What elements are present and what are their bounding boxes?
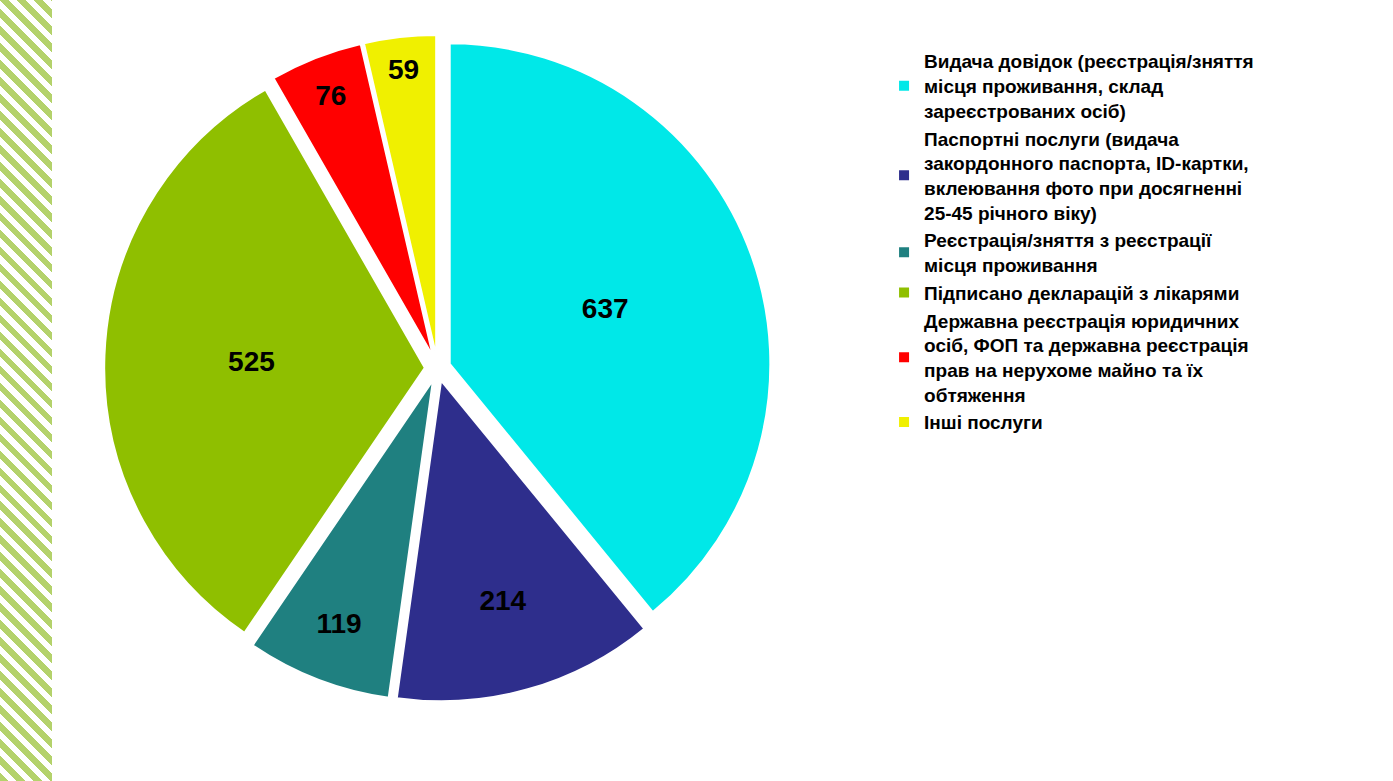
svg-text:Реєстрація/зняття з реєстрації: Реєстрація/зняття з реєстраціїмісця прож… xyxy=(924,230,1212,276)
svg-text:Державна реєстрація юридичнихо: Державна реєстрація юридичнихосіб, ФОП т… xyxy=(924,310,1249,405)
svg-text:525: 525 xyxy=(228,346,275,377)
svg-text:637: 637 xyxy=(582,293,629,324)
svg-text:76: 76 xyxy=(315,80,346,111)
svg-text:59: 59 xyxy=(388,54,419,85)
svg-text:Підписано декларацій з лікарям: Підписано декларацій з лікарями xyxy=(924,283,1239,304)
svg-text:Видача довідок (реєстрація/зня: Видача довідок (реєстрація/зняттямісця п… xyxy=(924,51,1254,121)
svg-text:Інші послуги: Інші послуги xyxy=(924,412,1043,433)
svg-text:Паспортні послуги (видачазакор: Паспортні послуги (видачазакордонного па… xyxy=(924,129,1249,224)
svg-text:214: 214 xyxy=(479,585,526,616)
svg-text:119: 119 xyxy=(316,608,361,639)
